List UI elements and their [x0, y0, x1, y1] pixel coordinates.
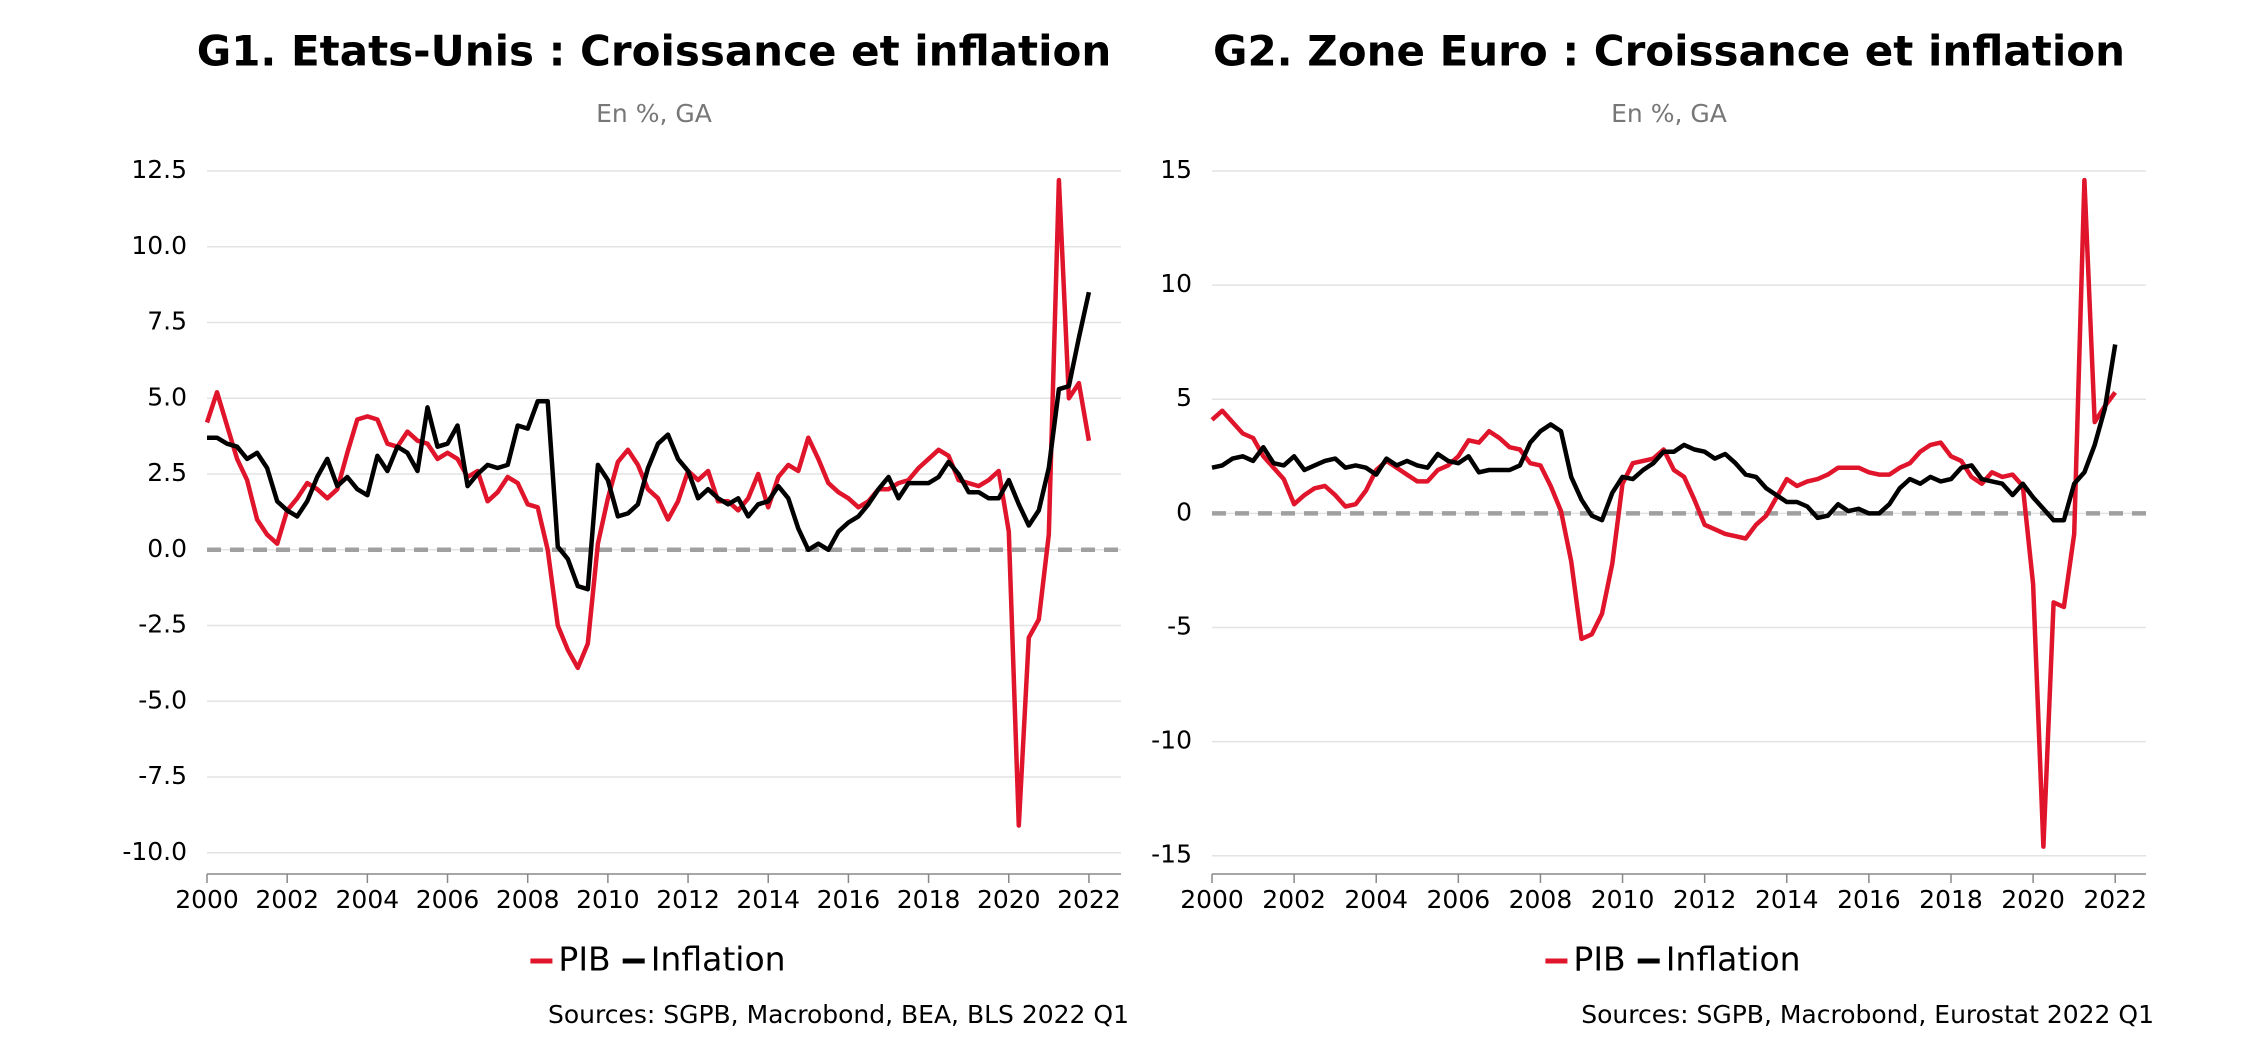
x-tick-label: 2018	[1919, 885, 1983, 914]
y-tick-label: 2.5	[147, 458, 187, 487]
x-tick-label: 2002	[255, 885, 319, 914]
y-tick-label: 0	[1176, 497, 1192, 526]
x-tick-label: 2010	[1591, 885, 1655, 914]
x-tick-label: 2016	[817, 885, 881, 914]
y-tick-label: 5.0	[147, 382, 187, 411]
x-tick-label: 2000	[175, 885, 239, 914]
legend-label: Inflation	[1666, 940, 1801, 979]
x-tick-label: 2016	[1837, 885, 1901, 914]
series-line	[207, 291, 1092, 592]
x-tick-label: 2008	[1509, 885, 1573, 914]
x-tick-label: 2006	[416, 885, 480, 914]
y-tick-label: -5	[1167, 611, 1192, 640]
series-line	[204, 177, 1092, 828]
y-tick-label: -5.0	[138, 685, 187, 714]
y-tick-label: 10.0	[131, 231, 187, 260]
chart-subtitle: En %, GA	[1611, 99, 1727, 128]
legend-label: PIB	[558, 940, 610, 979]
x-tick-label: 2006	[1427, 885, 1491, 914]
x-tick-label: 2020	[977, 885, 1041, 914]
y-tick-label: -10	[1151, 726, 1192, 755]
y-tick-label: -15	[1151, 840, 1192, 869]
x-tick-label: 2014	[736, 885, 800, 914]
x-tick-label: 2022	[1057, 885, 1121, 914]
y-tick-label: 0.0	[147, 534, 187, 563]
x-tick-label: 2014	[1755, 885, 1819, 914]
x-tick-label: 2010	[576, 885, 640, 914]
x-tick-label: 2002	[1262, 885, 1326, 914]
x-tick-label: 2022	[2083, 885, 2147, 914]
x-tick-label: 2008	[496, 885, 560, 914]
y-tick-label: -10.0	[122, 837, 187, 866]
x-tick-label: 2020	[2001, 885, 2065, 914]
y-tick-label: 10	[1160, 269, 1192, 298]
y-tick-label: 15	[1160, 155, 1192, 184]
y-tick-label: -7.5	[138, 761, 187, 790]
x-tick-label: 2004	[1344, 885, 1408, 914]
source-note: Sources: SGPB, Macrobond, Eurostat 2022 …	[1581, 1000, 2154, 1029]
chart-title: G2. Zone Euro : Croissance et inflation	[1213, 27, 2125, 76]
series-line	[1211, 344, 2118, 523]
legend-label: Inflation	[651, 940, 786, 979]
x-tick-label: 2004	[336, 885, 400, 914]
y-tick-label: 7.5	[147, 307, 187, 336]
source-note: Sources: SGPB, Macrobond, BEA, BLS 2022 …	[548, 1000, 1129, 1029]
x-tick-label: 2012	[1673, 885, 1737, 914]
y-tick-label: 12.5	[131, 155, 187, 184]
legend-label: PIB	[1573, 940, 1625, 979]
chart-subtitle: En %, GA	[596, 99, 712, 128]
x-tick-label: 2018	[897, 885, 961, 914]
x-tick-label: 2012	[656, 885, 720, 914]
chart-title: G1. Etats-Unis : Croissance et inflation	[197, 27, 1112, 76]
y-tick-label: 5	[1176, 383, 1192, 412]
x-tick-label: 2000	[1180, 885, 1244, 914]
y-tick-label: -2.5	[138, 610, 187, 639]
